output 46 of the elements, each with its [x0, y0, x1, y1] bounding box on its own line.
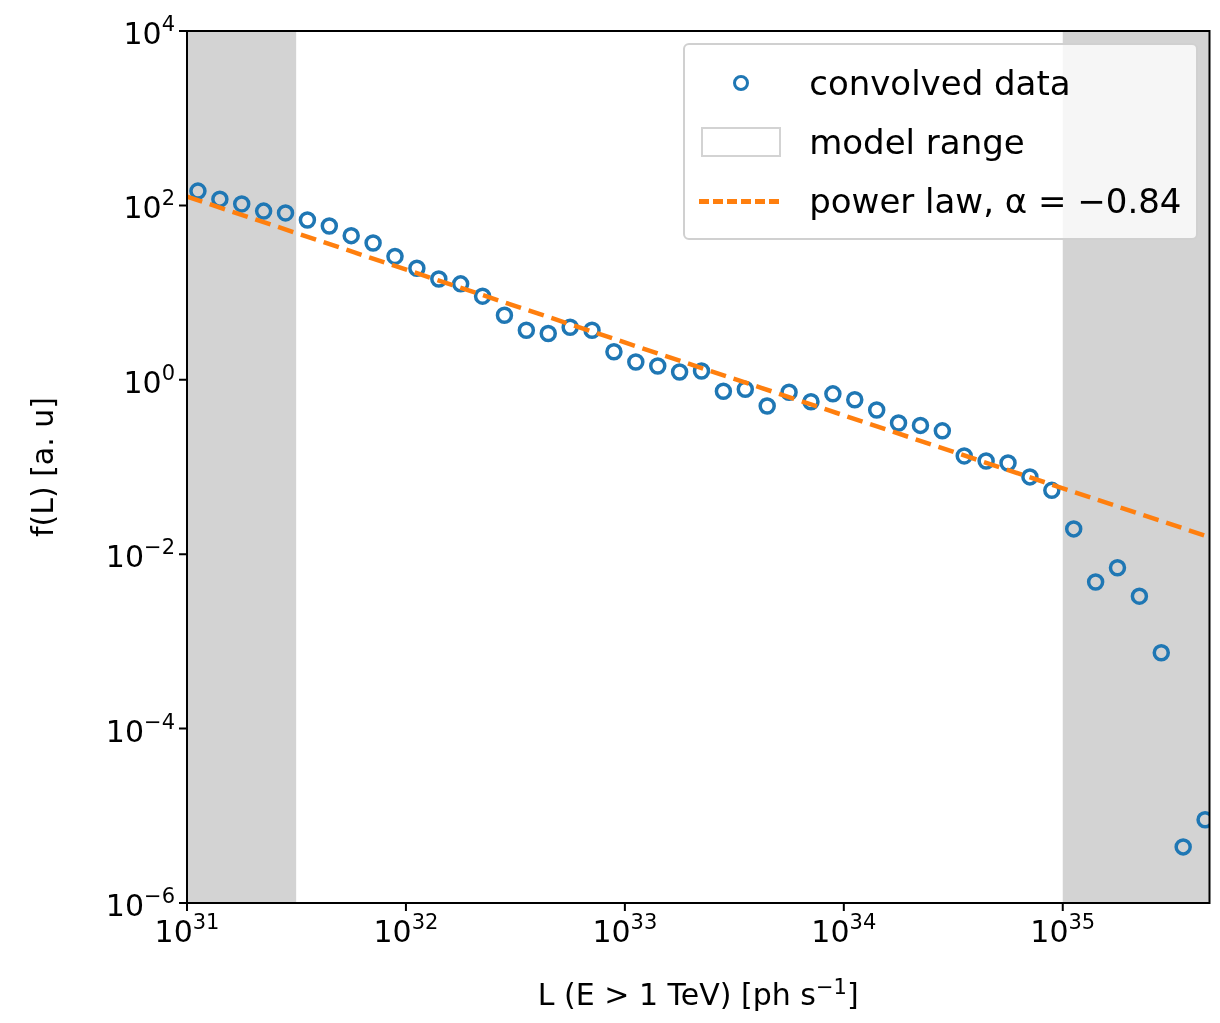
- y-tick-label: 10$^{−4}$: [105, 709, 175, 749]
- point: [298, 211, 317, 229]
- point: [1064, 520, 1083, 538]
- point: [254, 202, 273, 220]
- point: [605, 342, 623, 361]
- point: [670, 363, 689, 381]
- x-tick-label: 10$^{35}$: [1030, 910, 1096, 949]
- band-label: model range: [809, 121, 1025, 162]
- point: [846, 391, 864, 409]
- y-tick-label: 10$^{4}$: [123, 12, 175, 51]
- point: [1086, 573, 1105, 591]
- y-axis-title: f(L) [a. u]: [24, 396, 60, 538]
- point: [824, 385, 842, 403]
- point: [649, 357, 667, 375]
- point: [320, 217, 339, 235]
- point: [539, 324, 557, 343]
- legend-label: convolved data: [809, 62, 1071, 103]
- point: [1108, 558, 1127, 577]
- point: [1152, 644, 1171, 662]
- point: [627, 353, 645, 371]
- point: [933, 422, 952, 440]
- y-tick-label: 10$^{−2}$: [105, 535, 175, 575]
- point: [364, 234, 382, 252]
- point: [517, 321, 536, 339]
- x-tick-label: 10$^{34}$: [811, 910, 877, 949]
- point: [911, 416, 930, 435]
- point: [1130, 587, 1149, 605]
- point: [276, 204, 295, 222]
- x-tick-label: 10$^{32}$: [373, 910, 439, 949]
- point: [758, 397, 776, 415]
- point: [1174, 838, 1192, 856]
- x-tick-label: 10$^{33}$: [592, 910, 658, 949]
- point: [232, 195, 251, 213]
- x-axis-title: L (E > 1 TeV) [ph s$^{−1}$]: [537, 975, 859, 1012]
- point: [189, 182, 207, 200]
- point: [692, 362, 711, 380]
- point: [495, 306, 514, 324]
- point: [342, 226, 360, 245]
- point: [867, 401, 886, 419]
- point: [714, 382, 733, 400]
- y-tick-label: 10$^{0}$: [123, 360, 175, 400]
- point: [889, 414, 908, 432]
- point: [386, 247, 404, 266]
- legend-label: power law, α = −0.84: [809, 180, 1182, 221]
- point: [999, 454, 1017, 472]
- y-tick-label: 10$^{2}$: [123, 186, 175, 226]
